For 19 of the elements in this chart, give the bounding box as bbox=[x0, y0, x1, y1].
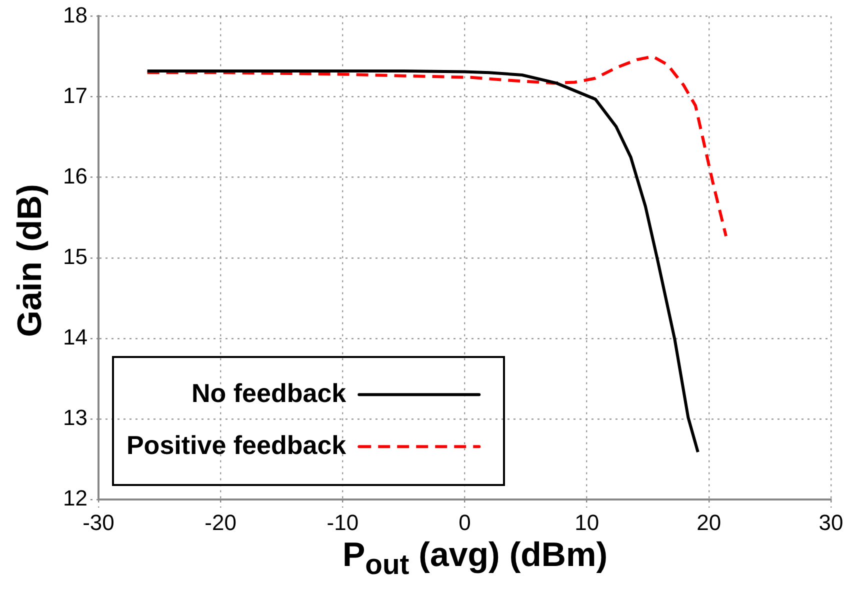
x-tick-label: 10 bbox=[574, 510, 600, 535]
y-axis-title: Gain (dB) bbox=[10, 184, 50, 336]
line-series bbox=[146, 54, 728, 238]
x-tick-label: -20 bbox=[204, 510, 236, 535]
x-tick-label: 20 bbox=[696, 510, 722, 535]
y-tick-label: 13 bbox=[62, 405, 88, 430]
x-tick-label: 0 bbox=[458, 510, 471, 535]
legend-label: No feedback bbox=[192, 378, 347, 408]
legend-label: Positive feedback bbox=[126, 430, 347, 460]
x-axis-title: P$_{out}$ (avg) (dBm) bbox=[341, 536, 609, 582]
y-tick-label: 17 bbox=[62, 82, 88, 108]
y-tick-label: 14 bbox=[62, 324, 88, 350]
y-tick-label: 18 bbox=[62, 2, 88, 28]
y-tick-label: 12 bbox=[62, 486, 88, 511]
x-tick-label: -30 bbox=[82, 510, 114, 535]
x-tick-label: 30 bbox=[818, 510, 844, 535]
y-tick-label: 15 bbox=[62, 244, 88, 269]
y-tick-label: 16 bbox=[62, 163, 88, 188]
x-tick-label: -10 bbox=[326, 510, 359, 535]
